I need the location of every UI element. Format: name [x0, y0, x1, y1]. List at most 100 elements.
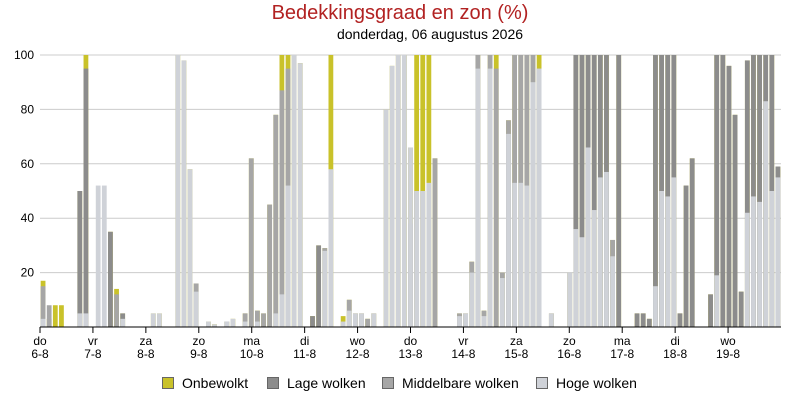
x-tick-label-date-1: 7-8: [84, 347, 102, 361]
bar-80-hoge: [530, 82, 536, 327]
bar-100-lage: [653, 55, 658, 327]
bar-9-hoge: [95, 185, 101, 327]
x-tick-label-day-11: ma: [614, 334, 631, 348]
bar-27-hoge: [206, 321, 211, 327]
legend-swatch-middelbare-wolken: [382, 377, 394, 389]
x-tick-label-date-4: 10-8: [240, 347, 264, 361]
bar-37-middelbare: [267, 204, 273, 327]
bar-45-lage: [316, 245, 322, 327]
bar-75-hoge: [499, 278, 505, 327]
bar-93-hoge: [610, 256, 615, 327]
y-tick-label-20: 20: [21, 266, 35, 280]
bar-117-lage: [757, 55, 762, 327]
bar-39-middelbare: [279, 90, 285, 327]
bar-36-middelbare: [261, 313, 266, 327]
bar-7-hoge: [83, 313, 89, 327]
bar-90-hoge: [591, 210, 597, 327]
bar-22-hoge: [175, 55, 181, 327]
bar-57-hoge: [389, 65, 395, 327]
x-tick-label-date-0: 6-8: [31, 347, 49, 361]
x-tick-label-date-7: 13-8: [398, 347, 422, 361]
bar-58-hoge: [395, 55, 401, 327]
x-tick-label-day-6: wo: [349, 334, 366, 348]
bar-64-middelbare: [432, 158, 438, 327]
bar-98-lage: [640, 313, 646, 327]
bar-0-middelbare: [40, 286, 46, 327]
bar-70-hoge: [469, 272, 475, 327]
x-tick-label-day-1: vr: [88, 334, 98, 348]
bar-78-hoge: [518, 182, 524, 327]
x-tick-label-date-6: 12-8: [346, 347, 370, 361]
bar-86-hoge: [567, 272, 573, 327]
bar-39-hoge: [279, 294, 285, 327]
bar-77-hoge: [512, 182, 517, 327]
bar-31-hoge: [230, 318, 236, 327]
bar-54-hoge: [371, 313, 377, 327]
bar-28-hoge: [212, 324, 217, 327]
x-tick-label-day-4: ma: [243, 334, 260, 348]
bar-115-hoge: [744, 212, 750, 327]
x-tick-label-date-12: 18-8: [663, 347, 687, 361]
plot-area: 20406080100do6-8vr7-8za8-8zo9-8ma10-8di1…: [14, 48, 781, 361]
bar-87-hoge: [573, 229, 579, 327]
bar-50-hoge: [346, 310, 352, 327]
legend-item-onbewolkt: Onbewolkt: [162, 374, 248, 392]
x-tick-label-date-13: 19-8: [716, 347, 740, 361]
bar-6-lage: [77, 191, 83, 327]
x-tick-label-day-13: wo: [719, 334, 736, 348]
bar-47-hoge: [328, 169, 334, 327]
bar-79-hoge: [524, 185, 530, 327]
bar-112-lage: [726, 65, 732, 327]
bar-100-hoge: [653, 286, 658, 327]
bar-116-hoge: [751, 196, 756, 327]
bar-59-hoge: [401, 55, 407, 327]
bar-99-lage: [646, 318, 652, 327]
bar-42-hoge: [297, 63, 303, 327]
bar-105-lage: [683, 185, 689, 327]
bar-33-hoge: [242, 321, 248, 327]
bar-120-hoge: [775, 177, 781, 327]
y-tick-label-80: 80: [21, 102, 35, 116]
bar-18-hoge: [150, 313, 156, 327]
bar-34-middelbare: [248, 158, 254, 327]
bar-68-hoge: [457, 316, 462, 327]
x-tick-label-date-11: 17-8: [610, 347, 634, 361]
x-tick-label-date-2: 8-8: [137, 347, 155, 361]
bar-74-middelbare: [493, 68, 499, 327]
bar-53-middelbare: [365, 318, 371, 327]
x-tick-label-date-9: 15-8: [504, 347, 528, 361]
legend-item-middelbare-wolken: Middelbare wolken: [382, 374, 519, 392]
legend-label-middelbare-wolken: Middelbare wolken: [402, 375, 519, 391]
bar-41-hoge: [291, 55, 297, 327]
bar-24-hoge: [187, 169, 193, 327]
bar-35-middelbare: [255, 310, 260, 327]
x-tick-label-day-12: di: [670, 334, 679, 348]
bar-56-hoge: [383, 109, 389, 328]
x-tick-label-day-9: za: [510, 334, 523, 348]
bar-3-onbewolkt: [59, 305, 64, 327]
bar-40-hoge: [285, 185, 291, 327]
bar-89-hoge: [585, 147, 591, 327]
bar-90-lage: [591, 55, 597, 327]
bar-97-lage: [634, 313, 640, 327]
bar-12-middelbare: [114, 294, 119, 327]
bar-117-hoge: [757, 201, 762, 327]
bar-46-hoge: [322, 250, 328, 327]
bar-63-hoge: [426, 182, 432, 327]
bar-33-middelbare: [242, 313, 248, 327]
x-tick-label-day-7: do: [404, 334, 418, 348]
bar-7-lage: [83, 68, 89, 327]
bar-0-hoge: [40, 318, 46, 327]
bar-44-lage: [310, 316, 315, 327]
bar-30-hoge: [224, 321, 230, 327]
y-tick-label-40: 40: [21, 211, 35, 225]
bar-2-onbewolkt: [52, 305, 58, 327]
bar-114-lage: [738, 291, 744, 327]
y-tick-label-60: 60: [21, 157, 35, 171]
x-tick-label-day-3: zo: [192, 334, 205, 348]
bar-110-lage: [714, 55, 720, 327]
bar-69-hoge: [463, 313, 469, 327]
legend-item-hoge-wolken: Hoge wolken: [536, 374, 637, 392]
x-tick-label-day-0: do: [33, 334, 47, 348]
